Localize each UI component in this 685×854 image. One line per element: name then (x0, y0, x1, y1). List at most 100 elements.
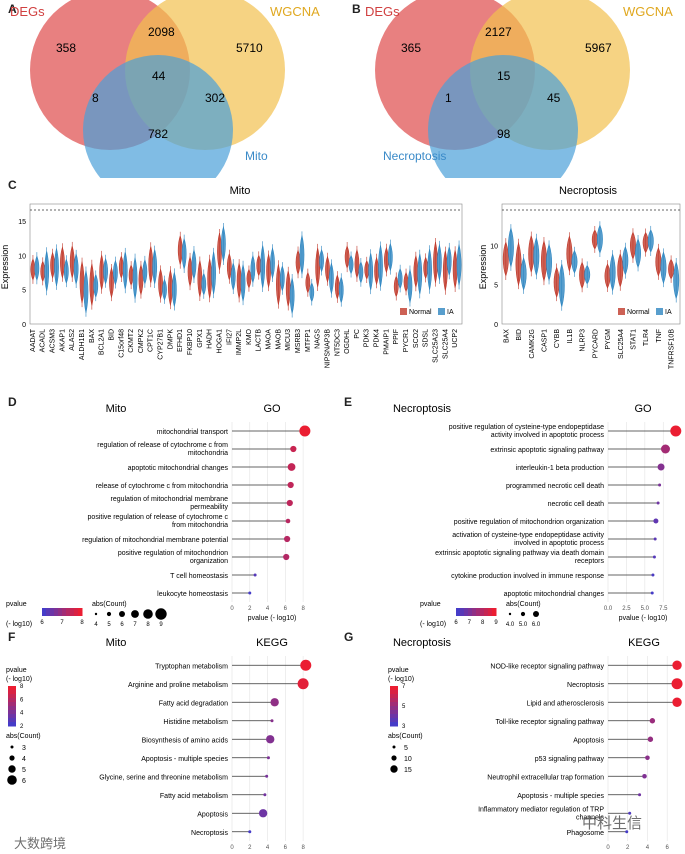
lollipop-point (300, 659, 312, 671)
legend-tick: 6 (120, 622, 124, 628)
term-label: Glycine, serine and threonine metabolism (99, 774, 228, 781)
term-label: Apoptosis - multiple species (517, 793, 604, 800)
panel-title: Necroptosis (393, 637, 452, 649)
venn-count: 782 (148, 127, 168, 141)
x-tick-label: 8 (301, 606, 305, 612)
x-tick-label: 4 (646, 845, 650, 851)
legend-size-dot (533, 611, 539, 617)
violin-title: Mito (230, 185, 251, 197)
lollipop-point (285, 518, 291, 524)
term-label: Arginine and proline metabolism (128, 682, 228, 689)
lollipop-point (645, 755, 650, 761)
legend-gradient-cell (8, 690, 16, 695)
panel-title: Mito (106, 637, 127, 649)
venn-count: 5967 (585, 41, 612, 55)
legend-size-dot (520, 611, 526, 617)
legend-gradient-cell (50, 608, 55, 616)
x-tick-label: PDK4 (374, 329, 381, 347)
x-tick-label: 6 (284, 606, 288, 612)
legend-gradient-cell (460, 608, 465, 616)
legend-gradient-cell (58, 608, 63, 616)
term-label: Lipid and atherosclerosis (527, 700, 605, 707)
lollipop-point (638, 793, 642, 797)
legend-gradient-cell (464, 608, 469, 616)
x-tick-label: SDSL (423, 329, 430, 347)
x-tick-label: 0 (230, 845, 234, 851)
x-tick-label: ACADL (40, 329, 47, 352)
venn-count: 5710 (236, 41, 263, 55)
legend-tick: 3 (22, 745, 26, 752)
lollipop-point (258, 809, 268, 818)
lollipop-point (672, 660, 682, 670)
term-label: activation of cysteine-type endopeptidas… (452, 532, 604, 547)
legend-gradient-cell (390, 722, 398, 727)
legend-gradient-cell (8, 718, 16, 723)
legend-gradient-cell (74, 608, 79, 616)
x-tick-label: ALDH1B1 (79, 329, 86, 360)
legend-title-pvalue: pvalue (6, 601, 27, 608)
legend-gradient-cell (8, 714, 16, 719)
panel-label-g: G (344, 630, 354, 644)
legend-tick: 3 (402, 724, 406, 730)
x-tick-label: 8 (301, 845, 305, 851)
venn-circle-necroptosis (428, 55, 578, 178)
x-tick-label: PDK3 (364, 329, 371, 347)
legend-title-count: abs(Count) (92, 601, 127, 608)
x-tick-label: ALAS2 (69, 329, 76, 351)
x-tick-label: CASP1 (542, 329, 549, 352)
term-label: Fatty acid degradation (159, 700, 228, 707)
legend-unit: (- log10) (6, 621, 32, 628)
legend-gradient-cell (54, 608, 59, 616)
x-tick-label: ACSM3 (50, 329, 57, 353)
term-label: positive regulation of cysteine-type end… (449, 424, 605, 439)
x-axis-label: pvalue (- log10) (619, 615, 668, 622)
lollipop-point (649, 718, 656, 724)
legend-gradient-cell (480, 608, 485, 616)
legend-tick: 4 (94, 622, 98, 628)
x-tick-label: 5.0 (641, 606, 650, 612)
term-label: apoptotic mitochondrial changes (504, 591, 605, 598)
legend-size-dot (8, 765, 16, 773)
legend-tick: 7 (468, 620, 472, 626)
legend-size-dot (10, 745, 14, 749)
x-tick-label: CAMK2G (529, 329, 536, 359)
lollipop-point (248, 830, 252, 834)
x-tick-label: IL1B (567, 329, 574, 344)
y-tick-label: 10 (490, 243, 498, 250)
plot-frame (501, 203, 681, 325)
lollipop-point (253, 573, 257, 577)
legend-label-normal: Normal (627, 309, 650, 316)
venn-diagram-mito: DEGs WGCNA Mito 358 2098 5710 44 8 302 7… (10, 0, 320, 178)
term-label: regulation of release of cytochrome c fr… (97, 442, 228, 457)
x-tick-label: PPIF (393, 329, 400, 345)
venn-label-degs: DEGs (365, 4, 400, 19)
legend-swatch-ia (438, 308, 445, 315)
legend-title-count: abs(Count) (388, 733, 423, 740)
legend-tick: 8 (80, 620, 84, 626)
panel-db-label: KEGG (256, 637, 288, 649)
x-tick-label: PMAIP1 (383, 329, 390, 355)
lollipop-point (266, 735, 275, 744)
x-tick-label: BAX (503, 329, 510, 343)
legend-tick: 4 (20, 711, 24, 717)
legend-gradient-cell (390, 706, 398, 711)
legend-title-pvalue: pvalue (388, 667, 409, 674)
legend-tick: 2 (20, 724, 24, 730)
legend-gradient-cell (390, 698, 398, 703)
term-label: regulation of mitochondrial membrane perm… (110, 496, 228, 511)
x-tick-label: FKBP10 (187, 329, 194, 355)
legend-size-dot (155, 608, 167, 620)
lollipop-point (270, 698, 279, 707)
legend-tick: 7 (133, 622, 137, 628)
x-tick-label: SLC25A4 (442, 329, 449, 359)
x-tick-label: PC (354, 329, 361, 339)
lollipop-point (266, 756, 270, 760)
x-tick-label: GPX1 (197, 329, 204, 348)
y-tick-label: 10 (18, 253, 26, 260)
venn-count: 358 (56, 41, 76, 55)
legend-gradient-cell (8, 722, 16, 727)
venn-diagram-necroptosis: DEGs WGCNA Necroptosis 365 2127 5967 15 … (365, 0, 673, 178)
legend-tick: 4.0 (506, 622, 515, 628)
watermark-left: 大数跨境 (14, 836, 67, 851)
lollipop-point (657, 463, 665, 471)
